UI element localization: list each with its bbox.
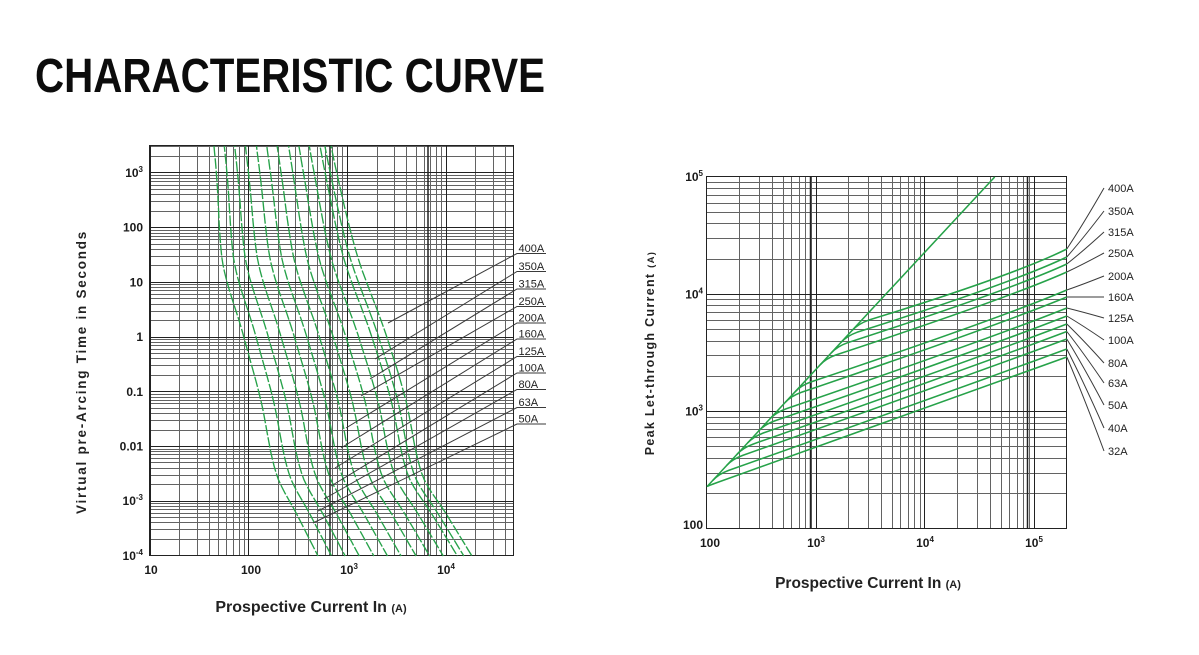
svg-text:Virtual pre-Arcing Time in Sec: Virtual pre-Arcing Time in Seconds	[74, 230, 89, 514]
svg-text:63A: 63A	[1108, 378, 1128, 390]
svg-text:400A: 400A	[1108, 183, 1134, 195]
svg-text:315A: 315A	[1108, 227, 1134, 239]
svg-text:100: 100	[241, 563, 261, 577]
svg-text:Prospective Current In (A): Prospective Current In (A)	[775, 575, 961, 592]
svg-text:0.01: 0.01	[120, 440, 144, 454]
svg-text:32A: 32A	[1108, 446, 1128, 458]
svg-text:160A: 160A	[1108, 292, 1134, 304]
svg-text:50A: 50A	[519, 414, 539, 426]
svg-text:80A: 80A	[1108, 358, 1128, 370]
svg-text:400A: 400A	[519, 243, 545, 255]
svg-text:100A: 100A	[519, 363, 545, 375]
svg-text:125A: 125A	[519, 346, 545, 358]
svg-text:63A: 63A	[519, 397, 539, 409]
svg-text:200A: 200A	[1108, 271, 1134, 283]
svg-text:100: 100	[123, 221, 143, 235]
svg-text:200A: 200A	[519, 313, 545, 325]
svg-text:80A: 80A	[519, 379, 539, 391]
svg-text:40A: 40A	[1108, 423, 1128, 435]
svg-text:250A: 250A	[1108, 248, 1134, 260]
svg-text:100A: 100A	[1108, 335, 1134, 347]
svg-text:350A: 350A	[1108, 206, 1134, 218]
svg-text:100: 100	[683, 518, 703, 532]
svg-text:50A: 50A	[1108, 400, 1128, 412]
svg-text:10: 10	[144, 563, 158, 577]
svg-text:Peak Let-through Current (A): Peak Let-through Current (A)	[643, 251, 657, 455]
svg-text:315A: 315A	[519, 279, 545, 291]
svg-text:1: 1	[136, 330, 143, 344]
svg-text:250A: 250A	[519, 296, 545, 308]
svg-text:10: 10	[130, 275, 144, 289]
svg-text:160A: 160A	[519, 329, 545, 341]
svg-text:Prospective Current In (A): Prospective Current In (A)	[215, 599, 407, 616]
svg-text:0.1: 0.1	[126, 385, 143, 399]
svg-text:100: 100	[700, 536, 720, 550]
svg-text:125A: 125A	[1108, 313, 1134, 325]
svg-text:350A: 350A	[519, 261, 545, 273]
